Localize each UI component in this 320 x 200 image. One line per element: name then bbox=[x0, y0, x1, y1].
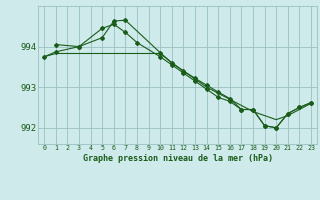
X-axis label: Graphe pression niveau de la mer (hPa): Graphe pression niveau de la mer (hPa) bbox=[83, 154, 273, 163]
